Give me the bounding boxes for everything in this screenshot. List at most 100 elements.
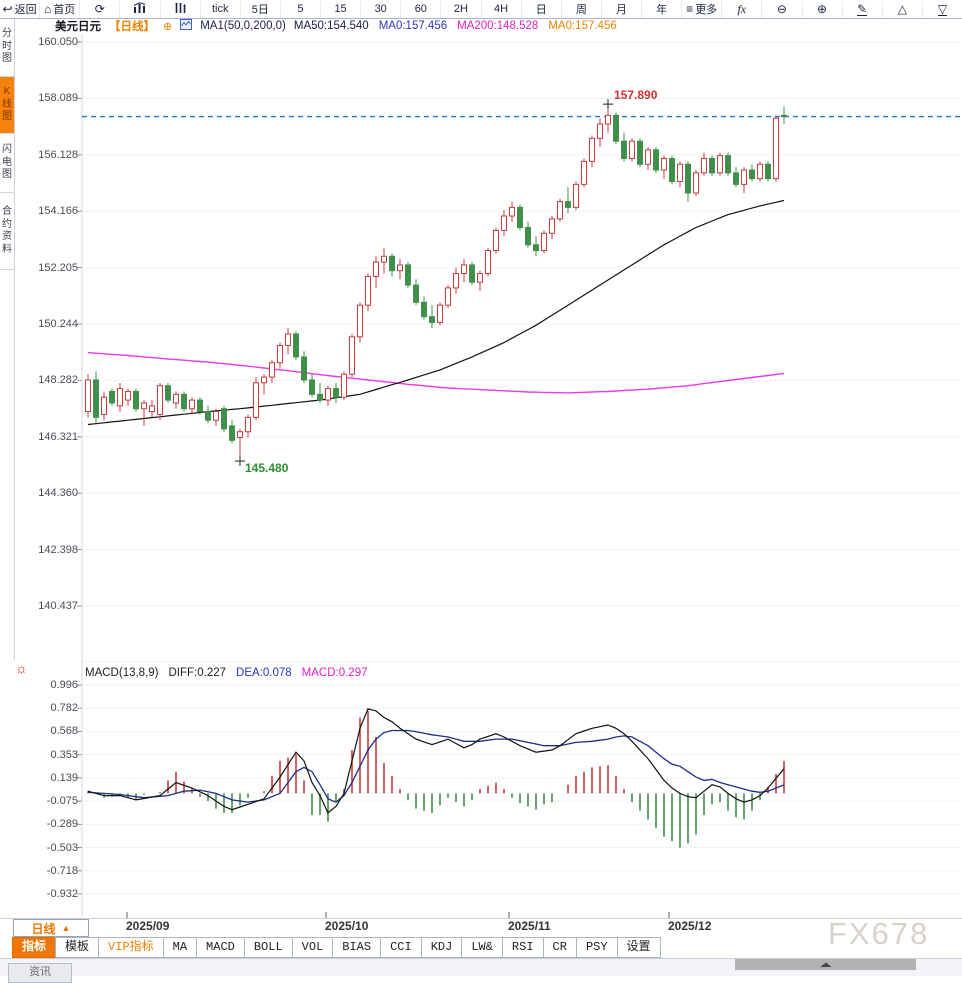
period-tick-label: tick: [211, 3, 229, 15]
news-tab[interactable]: 资讯: [8, 963, 72, 983]
triangle-up-button[interactable]: △: [883, 0, 923, 18]
period-month[interactable]: 月: [602, 0, 642, 18]
price-tick-label: 154.166: [38, 205, 78, 218]
zoom-in-button[interactable]: ⊕: [803, 0, 843, 18]
header-value: DIFF:0.227: [168, 666, 227, 679]
indicator-tab-RSI[interactable]: RSI: [501, 937, 544, 958]
indicator-tab-CR[interactable]: CR: [542, 937, 577, 958]
macd-tick-label: -0.075: [46, 795, 78, 808]
price-tick-label: 144.360: [38, 487, 78, 500]
period-2h[interactable]: 2H: [441, 0, 482, 18]
macd-tick-label: 0.568: [50, 725, 78, 738]
macd-tick-label: 0.139: [50, 771, 78, 784]
indicator-tab-CCI[interactable]: CCI: [380, 937, 422, 958]
macd-tick-label: -0.503: [46, 841, 78, 854]
zoom-out-icon: ⊖: [776, 2, 787, 16]
sidebar-item-闪电图[interactable]: 闪电图: [0, 134, 14, 193]
period-5min-label: 5: [297, 3, 304, 15]
refresh-icon: ⟳: [94, 2, 105, 16]
sidebar-item-合约资料[interactable]: 合约资料: [0, 193, 14, 270]
period-30min-label: 30: [374, 3, 387, 15]
header-value: MACD:0.297: [301, 666, 368, 679]
price-tick-label: 140.437: [38, 600, 78, 612]
indicator-tab-指标[interactable]: 指标: [12, 937, 57, 958]
triangle-up-icon: ▲: [61, 923, 71, 933]
more-button[interactable]: ≡ 更多: [682, 0, 723, 18]
indicator-settings-sun-icon[interactable]: ☼: [15, 660, 28, 676]
period-5min[interactable]: 5: [281, 0, 321, 18]
macd-values: DIFF:0.227 DEA:0.078 MACD:0.297: [169, 667, 378, 679]
ma-values: MA50:154.540 MA0:157.456 MA200:148.528 MA0:…: [294, 20, 627, 32]
formula-button-label: fx: [737, 1, 747, 16]
period-selector-button[interactable]: 日线 ▲: [13, 919, 89, 937]
macd-header: MACD(13,8,9) DIFF:0.227 DEA:0.078 MACD:0.2…: [85, 666, 378, 679]
period-day-label: 日: [535, 4, 547, 16]
formula-button[interactable]: fx: [722, 0, 763, 18]
macd-tick-label: 0.782: [50, 702, 78, 715]
period-4h[interactable]: 4H: [482, 0, 522, 18]
draw-button[interactable]: ✎: [843, 0, 883, 18]
kline-icon: [133, 2, 146, 16]
macd-tick-label: 0.353: [50, 748, 78, 761]
triangle-down-button[interactable]: ▽: [923, 1, 962, 18]
time-tick-label: 2025/10: [325, 919, 369, 933]
home-button-label: 首页: [53, 4, 76, 16]
add-indicator-icon[interactable]: ⊕: [163, 20, 173, 33]
triangle-down-icon: ▽: [937, 1, 948, 16]
top-toolbar: ↩ 返回 ⌂ 首页 ⟳ tick 5日 5 15 30 60 2H 4H 日 周 月 年 ≡ 更多 fx ⊖ ⊕ ✎ △ ▽: [0, 0, 962, 19]
period-5day-label: 5日: [251, 4, 269, 16]
indicator-tab-KDJ[interactable]: KDJ: [420, 937, 463, 958]
indicator-style-button[interactable]: [161, 0, 201, 18]
indicator-chart-icon[interactable]: [180, 19, 193, 33]
period-5day[interactable]: 5日: [241, 0, 281, 18]
indicator-tab-模板[interactable]: 模板: [55, 937, 100, 958]
period-15min-label: 15: [334, 3, 347, 15]
watermark: FX678: [828, 916, 930, 951]
period-4h-label: 4H: [494, 3, 509, 15]
header-value: DEA:0.078: [236, 666, 292, 679]
period-15min[interactable]: 15: [321, 0, 362, 18]
indicator-tab-VOL[interactable]: VOL: [291, 937, 334, 958]
period-week[interactable]: 周: [562, 0, 602, 18]
period-year[interactable]: 年: [642, 0, 683, 18]
indicator-tab-MACD[interactable]: MACD: [196, 937, 245, 958]
indicator-tab-PSY[interactable]: PSY: [575, 937, 618, 958]
symbol-name: 美元日元: [55, 21, 101, 33]
price-tick-label: 150.244: [38, 318, 78, 330]
period-tag: 【日线】: [109, 21, 155, 33]
sidebar-item-分时图[interactable]: 分时图: [0, 18, 14, 77]
back-button[interactable]: ↩ 返回: [0, 0, 41, 18]
indicator-tab-BIAS[interactable]: BIAS: [332, 937, 382, 958]
back-arrow-icon: ↩: [2, 2, 13, 16]
period-tick[interactable]: tick: [201, 0, 241, 18]
macd-tick-label: -0.289: [46, 818, 78, 831]
indicator-tab-VIP指标[interactable]: VIP指标: [98, 937, 164, 958]
more-button-label: 更多: [695, 4, 718, 16]
macd-tick-label: -0.932: [46, 887, 78, 900]
price-tick-label: 146.321: [38, 430, 78, 443]
high-price-annotation: 157.890: [614, 88, 658, 102]
indicator-tab-BOLL[interactable]: BOLL: [243, 937, 293, 958]
panel-expand-handle[interactable]: ▲: [735, 959, 916, 970]
indicator-tab-设置[interactable]: 设置: [616, 937, 661, 958]
symbol-header: 美元日元 【日线】 ⊕ MA1(50,0,200,0) MA50:154.540…: [55, 19, 627, 33]
time-tick-label: 2025/11: [508, 919, 551, 933]
period-month-label: 月: [615, 4, 627, 16]
zoom-in-icon: ⊕: [817, 2, 828, 16]
period-30min[interactable]: 30: [361, 0, 402, 18]
kline-style-button[interactable]: [120, 0, 161, 18]
price-tick-label: 156.128: [38, 148, 78, 161]
refresh-button[interactable]: ⟳: [80, 0, 121, 18]
triangle-up-icon: ▲: [815, 959, 835, 969]
home-icon: ⌂: [44, 2, 52, 16]
period-60min[interactable]: 60: [401, 0, 442, 18]
triangle-up-icon: △: [897, 2, 907, 16]
period-day[interactable]: 日: [522, 0, 562, 18]
zoom-out-button[interactable]: ⊖: [762, 0, 803, 18]
home-button[interactable]: ⌂ 首页: [40, 0, 81, 18]
indicator-tab-MA[interactable]: MA: [162, 937, 198, 958]
indicator-tab-LW&[interactable]: LW&: [461, 937, 503, 958]
